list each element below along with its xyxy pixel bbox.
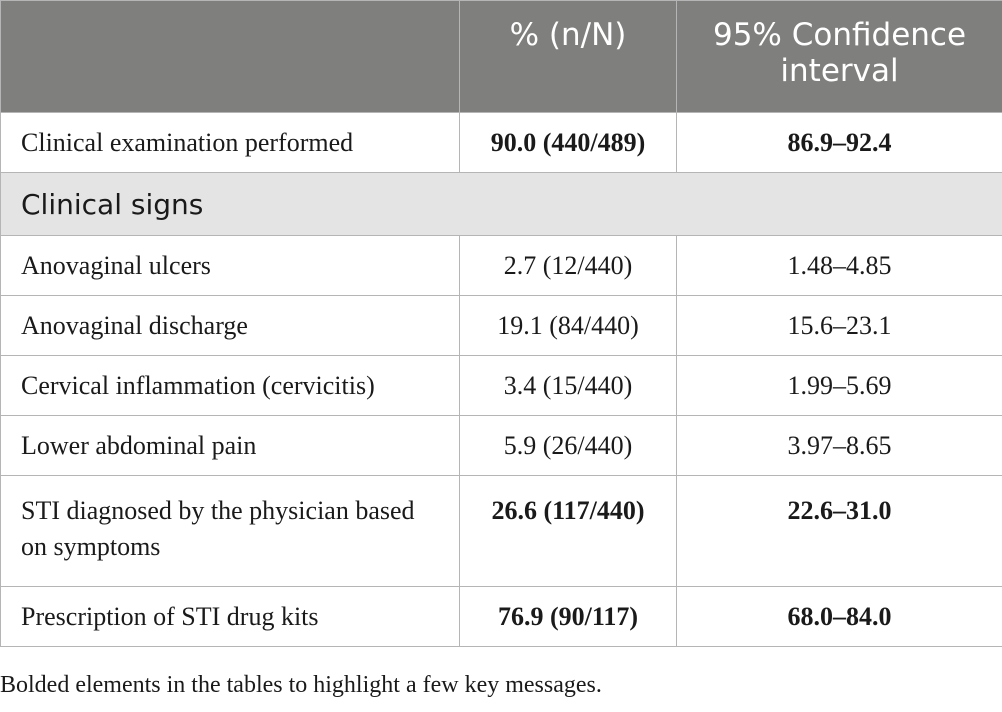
table-row: Prescription of STI drug kits 76.9 (90/1… (0, 586, 1002, 647)
row-label: Anovaginal ulcers (0, 235, 460, 296)
row-percent: 76.9 (90/117) (459, 586, 677, 647)
row-percent: 90.0 (440/489) (459, 112, 677, 173)
results-table: % (n/N) 95% Confidence interval Clinical… (0, 0, 1002, 647)
row-percent: 5.9 (26/440) (459, 415, 677, 476)
row-label: Lower abdominal pain (0, 415, 460, 476)
row-ci: 15.6–23.1 (676, 295, 1002, 356)
row-ci: 3.97–8.65 (676, 415, 1002, 476)
header-percent: % (n/N) (459, 0, 677, 113)
row-percent: 19.1 (84/440) (459, 295, 677, 356)
table-row: Anovaginal ulcers 2.7 (12/440) 1.48–4.85 (0, 235, 1002, 296)
section-title: Clinical signs (0, 172, 1002, 236)
row-ci: 1.99–5.69 (676, 355, 1002, 416)
header-row: % (n/N) 95% Confidence interval (0, 0, 1002, 113)
row-label: STI diagnosed by the physician based on … (0, 475, 460, 587)
header-confidence-interval: 95% Confidence interval (676, 0, 1002, 113)
row-label: Cervical inflammation (cervicitis) (0, 355, 460, 416)
row-percent: 26.6 (117/440) (459, 475, 677, 587)
row-label: Prescription of STI drug kits (0, 586, 460, 647)
row-percent: 3.4 (15/440) (459, 355, 677, 416)
row-label: Clinical examination performed (0, 112, 460, 173)
header-blank (0, 0, 460, 113)
row-percent: 2.7 (12/440) (459, 235, 677, 296)
table-footnote: Bolded elements in the tables to highlig… (0, 672, 602, 698)
row-label: Anovaginal discharge (0, 295, 460, 356)
row-ci: 1.48–4.85 (676, 235, 1002, 296)
table-row: Clinical examination performed 90.0 (440… (0, 112, 1002, 173)
table-row: Anovaginal discharge 19.1 (84/440) 15.6–… (0, 295, 1002, 356)
row-ci: 22.6–31.0 (676, 475, 1002, 587)
table-row: Cervical inflammation (cervicitis) 3.4 (… (0, 355, 1002, 416)
section-row: Clinical signs (0, 172, 1002, 236)
table-row: Lower abdominal pain 5.9 (26/440) 3.97–8… (0, 415, 1002, 476)
row-ci: 68.0–84.0 (676, 586, 1002, 647)
row-ci: 86.9–92.4 (676, 112, 1002, 173)
table-row: STI diagnosed by the physician based on … (0, 475, 1002, 587)
